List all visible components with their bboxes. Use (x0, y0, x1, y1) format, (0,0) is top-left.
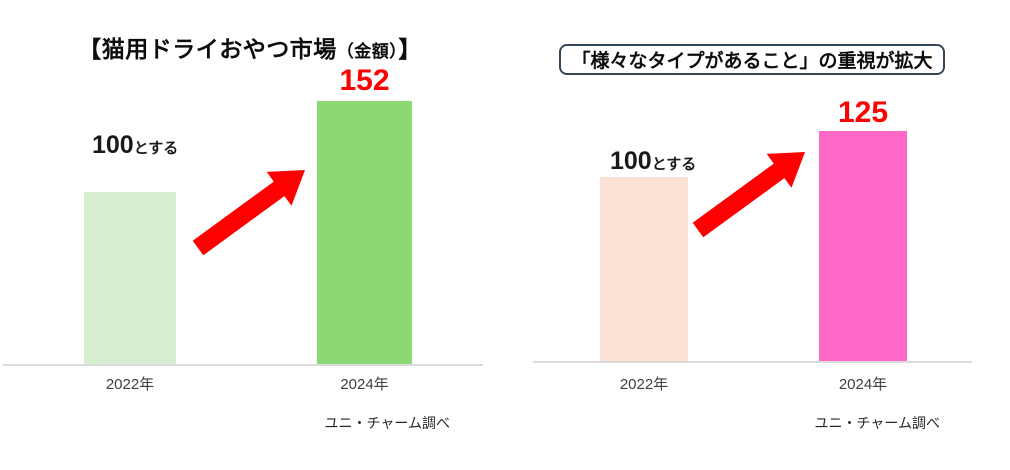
source-credit: ユニ・チャーム調べ (814, 415, 940, 431)
base-index-value: 100 (92, 131, 134, 159)
x-tick-2022: 2022年 (105, 376, 155, 393)
growth-arrow-icon (192, 170, 305, 256)
value-label-2024: 152 (339, 64, 390, 97)
x-axis-line (533, 361, 972, 363)
title-main-text: 猫用ドライおやつ市場 (101, 36, 337, 62)
chart-title-box: 「様々なタイプがあること」の重視が拡大 (559, 44, 945, 75)
bar-2022 (84, 192, 176, 364)
source-credit: ユニ・チャーム調べ (324, 415, 450, 431)
x-tick-2022: 2022年 (619, 376, 669, 393)
x-axis-line (3, 364, 483, 366)
bar-2024 (819, 131, 907, 361)
title-bracket-close: 】 (398, 36, 422, 62)
title-bracket-open: 【 (78, 36, 102, 62)
base-index-label: 100とする (610, 149, 696, 174)
growth-arrow-shape (192, 170, 305, 256)
base-index-value: 100 (610, 147, 652, 175)
base-index-suffix: とする (133, 140, 179, 157)
base-index-label: 100とする (92, 133, 178, 158)
growth-arrow-shape (692, 152, 805, 238)
chart-title-right: 「様々なタイプがあること」の重視が拡大 (571, 51, 933, 72)
title-unit-note: （金額） (336, 42, 399, 61)
growth-arrow-icon (692, 152, 805, 238)
chart-title-left: 【猫用ドライおやつ市場（金額）】 (0, 30, 500, 64)
bar-2022 (600, 177, 688, 361)
x-tick-2024: 2024年 (340, 376, 389, 393)
bar-2024 (317, 101, 412, 364)
x-tick-2024: 2024年 (838, 376, 888, 393)
base-index-suffix: とする (651, 156, 697, 173)
value-label-2024: 125 (837, 96, 889, 129)
